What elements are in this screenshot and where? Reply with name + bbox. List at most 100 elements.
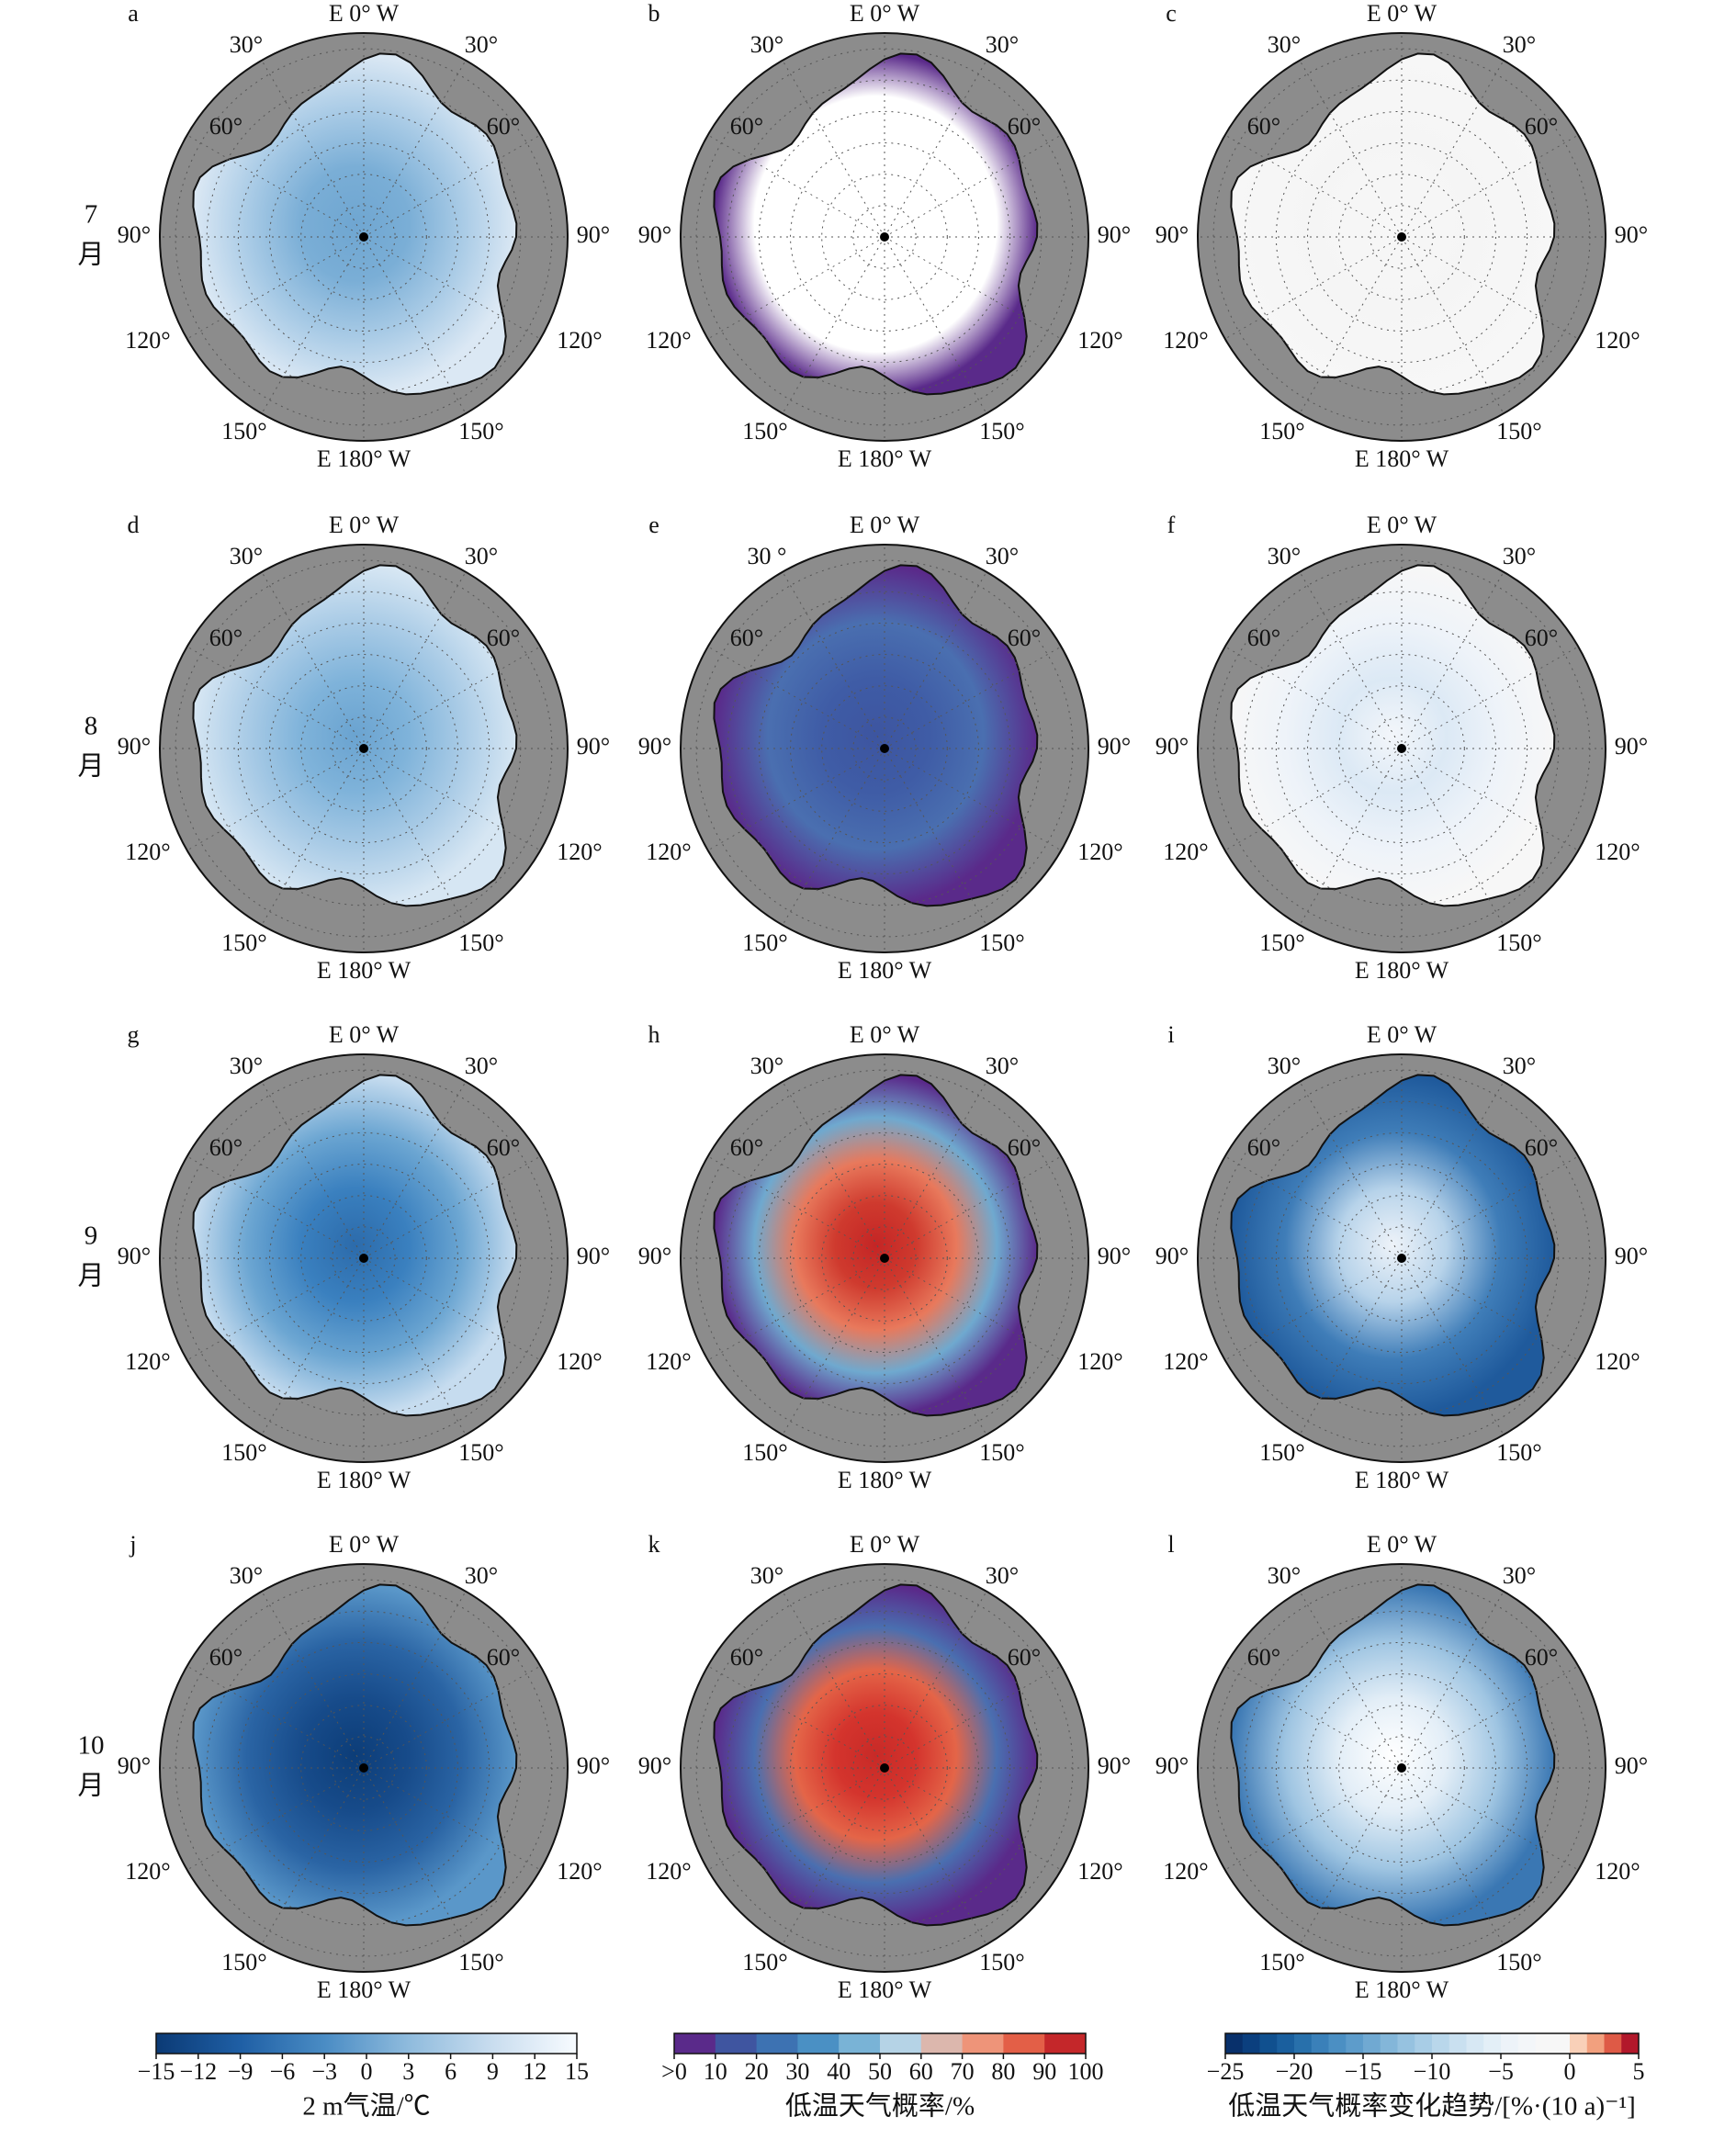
latitude-circle [269, 654, 458, 843]
latitude-circle [1275, 110, 1528, 364]
meridian [363, 1767, 467, 1945]
colorbar-cell [1003, 2033, 1045, 2054]
colorbar: >0 10 20 30 40 50 60 70 80 90 100 低温天气概率/% [661, 2032, 1104, 2122]
panel-label: g [128, 1021, 140, 1048]
longitude-label: 120° [1163, 839, 1208, 865]
meridian [363, 60, 467, 238]
longitude-label: 150° [1496, 1439, 1541, 1466]
longitude-label: E 180° W [317, 445, 411, 472]
colorbar-tick-label: −25 [1207, 2058, 1245, 2085]
longitude-label: 150° [979, 418, 1024, 445]
longitude-label: 150° [1259, 929, 1304, 956]
map-panel: j E 0° W 30° 30° 60° 60° 90° 90° 120° 120° 150° 150… [118, 1531, 610, 2003]
colorbar-tick-label: 30 [785, 2058, 809, 2085]
panel-label: c [1166, 0, 1177, 27]
longitude-label: 90° [638, 1752, 671, 1779]
pole-dot [880, 1763, 889, 1773]
colorbar-tick-label: 5 [1633, 2058, 1645, 2085]
colorbar-tick-label: 40 [827, 2058, 851, 2085]
meridian [884, 1081, 987, 1259]
pole-dot [1397, 1763, 1406, 1773]
meridian [363, 1155, 541, 1259]
colorbar-tick-label: 12 [523, 2058, 547, 2085]
latitude-circle [237, 1641, 490, 1895]
longitude-label: 90° [1615, 221, 1648, 248]
latitude-circle [758, 1131, 1011, 1385]
colorbar-tick-label: 60 [909, 2058, 933, 2085]
longitude-label: 30° [1268, 31, 1301, 58]
colorbar-cell [1621, 2033, 1640, 2054]
colorbar-tick-label: 80 [991, 2058, 1015, 2085]
meridian [1299, 236, 1403, 414]
meridian [782, 1591, 885, 1769]
longitude-label: 120° [646, 839, 691, 865]
longitude-label: 30° [1268, 1562, 1301, 1589]
longitude-label: 120° [1595, 1348, 1640, 1375]
longitude-label: 90° [1098, 221, 1131, 248]
colorbar-cell [1397, 2033, 1415, 2054]
colorbar-cell [1311, 2033, 1329, 2054]
meridian [1401, 1665, 1579, 1769]
longitude-label: 150° [1259, 418, 1304, 445]
meridian [186, 1665, 365, 1769]
longitude-label: 150° [742, 1949, 787, 1976]
longitude-label: 150° [221, 418, 266, 445]
longitude-label: E 180° W [1355, 445, 1449, 472]
latitude-circle [1275, 622, 1528, 875]
meridian [884, 1155, 1062, 1259]
latitude-circle [269, 1164, 458, 1353]
longitude-label: 120° [557, 839, 602, 865]
longitude-label: 90° [118, 1243, 151, 1269]
colorbar-cell [1449, 2033, 1467, 2054]
meridian [261, 236, 365, 414]
colorbar-cell [674, 2033, 716, 2054]
meridian [186, 236, 365, 340]
longitude-label: 90° [1615, 733, 1648, 760]
map-panel: a E 0° W 30° 30° 60° 60° 90° 90° 120° 120° 150° 150… [118, 0, 610, 472]
meridian [1401, 60, 1505, 238]
meridian [884, 236, 987, 414]
meridian [1299, 60, 1403, 238]
meridian [261, 748, 365, 926]
longitude-label: 30° [465, 543, 498, 569]
meridian [363, 1081, 467, 1259]
longitude-label: 120° [1077, 327, 1122, 354]
longitude-label: E 0° W [1367, 512, 1437, 538]
longitude-label: 30° [986, 1053, 1019, 1079]
longitude-label: 60° [209, 625, 242, 651]
pole-dot [880, 232, 889, 242]
colorbar-tick-label: −5 [1488, 2058, 1514, 2085]
meridian [363, 1665, 541, 1769]
meridian [1224, 1665, 1403, 1769]
longitude-label: 60° [730, 1644, 763, 1671]
meridian [1401, 1767, 1505, 1945]
meridian [1401, 1081, 1505, 1259]
longitude-label: 150° [1259, 1439, 1304, 1466]
longitude-label: 150° [742, 929, 787, 956]
longitude-label: 60° [730, 1134, 763, 1161]
colorbar-cell [1242, 2033, 1260, 2054]
panel-label: b [648, 0, 660, 27]
longitude-label: 150° [1259, 1949, 1304, 1976]
longitude-label: 60° [1247, 625, 1280, 651]
meridian [707, 1665, 885, 1769]
latitude-circle [206, 79, 522, 395]
meridian [707, 1767, 885, 1871]
meridian [186, 748, 365, 851]
longitude-label: 120° [125, 1858, 170, 1885]
longitude-label: 30° [750, 31, 783, 58]
longitude-label: 30 ° [748, 543, 787, 569]
latitude-circle [790, 1164, 979, 1353]
longitude-label: 90° [577, 221, 610, 248]
longitude-label: E 0° W [1367, 1021, 1437, 1048]
longitude-label: E 180° W [838, 957, 932, 984]
latitude-circle [852, 205, 917, 269]
map-panel: c E 0° W 30° 30° 60° 60° 90° 90° 120° 120° 150° 150… [1155, 0, 1648, 472]
meridian [1224, 236, 1403, 340]
longitude-label: 90° [118, 733, 151, 760]
latitude-circle [790, 654, 979, 843]
longitude-label: E 180° W [1355, 1467, 1449, 1493]
meridian [884, 646, 1062, 749]
longitude-label: 150° [458, 418, 503, 445]
